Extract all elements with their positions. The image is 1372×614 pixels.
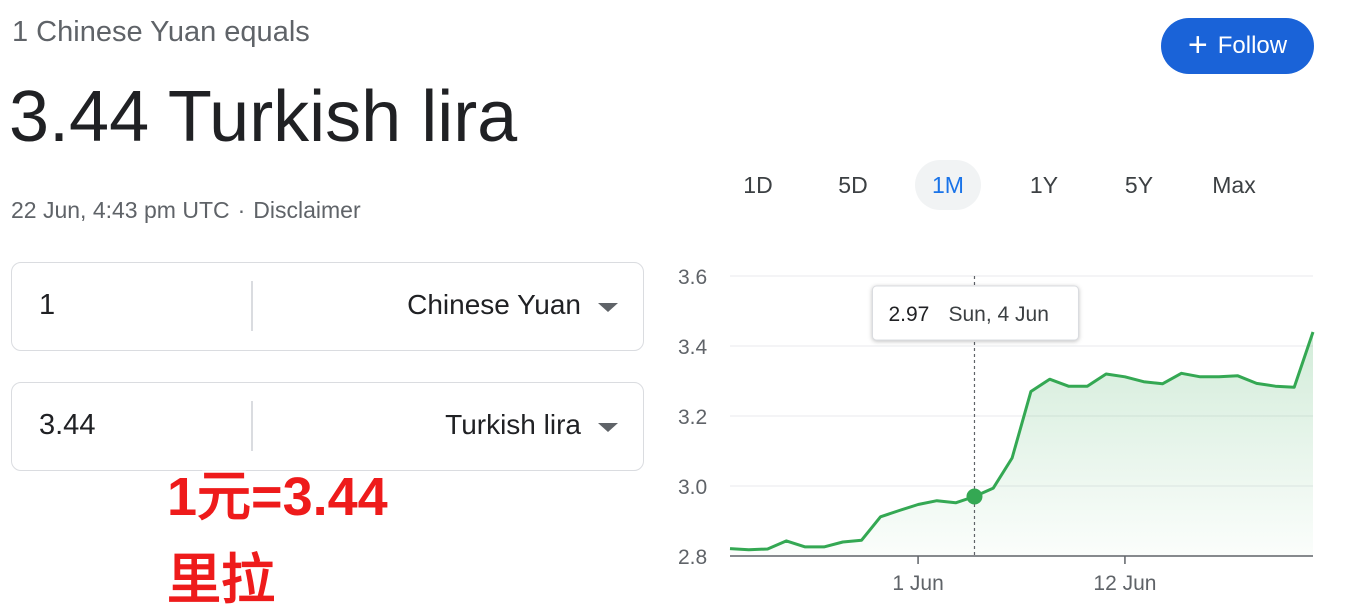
- y-tick-label: 2.8: [678, 546, 707, 569]
- tab-5d[interactable]: 5D: [838, 171, 868, 198]
- disclaimer-link[interactable]: Disclaimer: [253, 197, 361, 223]
- to-currency-field[interactable]: 3.44 Turkish lira: [11, 382, 644, 471]
- exchange-rate-chart[interactable]: 3.6 3.4 3.2 3.0 2.8 1 Jun 12 Jun 2.97 Sun, 4 …: [660, 240, 1330, 610]
- to-currency-select[interactable]: Turkish lira: [445, 409, 581, 440]
- tooltip-date: Sun, 4 Jun: [948, 303, 1048, 326]
- dropdown-arrow-icon[interactable]: [598, 303, 618, 312]
- subtitle: 1 Chinese Yuan equals: [12, 16, 310, 48]
- x-tick-label: 12 Jun: [1093, 572, 1156, 595]
- x-tick-label: 1 Jun: [892, 572, 943, 595]
- y-tick-label: 3.0: [678, 476, 707, 499]
- tooltip-value: 2.97: [888, 303, 929, 326]
- field-divider: [251, 281, 253, 331]
- follow-label: Follow: [1217, 32, 1288, 59]
- dropdown-arrow-icon[interactable]: [598, 423, 618, 432]
- plus-icon: +: [1187, 25, 1208, 64]
- tab-5y[interactable]: 5Y: [1124, 171, 1154, 198]
- exchange-rate: 3.44 Turkish lira: [9, 77, 518, 157]
- y-tick-label: 3.4: [678, 336, 708, 359]
- field-divider: [251, 401, 253, 451]
- from-currency-field[interactable]: 1 Chinese Yuan: [11, 262, 644, 351]
- separator: ·: [237, 197, 246, 223]
- rate-meta: 22 Jun, 4:43 pm UTC · Disclaimer: [11, 197, 361, 224]
- chart-tooltip: 2.97 Sun, 4 Jun: [871, 285, 1079, 341]
- chart-line: [729, 331, 1315, 552]
- tab-1y[interactable]: 1Y: [1029, 171, 1059, 198]
- y-tick-label: 3.6: [678, 266, 707, 289]
- overlay-rate-text: 1元=3.44: [167, 467, 388, 527]
- from-currency-select[interactable]: Chinese Yuan: [407, 289, 581, 320]
- overlay-currency-text: 里拉: [167, 550, 275, 610]
- chart-area: [730, 332, 1313, 556]
- from-amount-input[interactable]: 1: [39, 289, 56, 321]
- follow-button[interactable]: + Follow: [1161, 18, 1314, 74]
- hover-point: [966, 488, 983, 505]
- tab-1d[interactable]: 1D: [743, 171, 773, 198]
- x-axis: 1 Jun 12 Jun: [892, 556, 1156, 595]
- range-tabs: 1D 5D 1M 1Y 5Y Max: [713, 160, 1283, 210]
- tooltip-box: [871, 285, 1079, 341]
- y-axis: 3.6 3.4 3.2 3.0 2.8: [678, 266, 708, 569]
- y-tick-label: 3.2: [678, 406, 707, 429]
- timestamp: 22 Jun, 4:43 pm UTC: [11, 197, 230, 223]
- tab-1m[interactable]: 1M: [915, 160, 981, 210]
- tab-max[interactable]: Max: [1212, 171, 1256, 198]
- to-amount-input[interactable]: 3.44: [39, 409, 96, 441]
